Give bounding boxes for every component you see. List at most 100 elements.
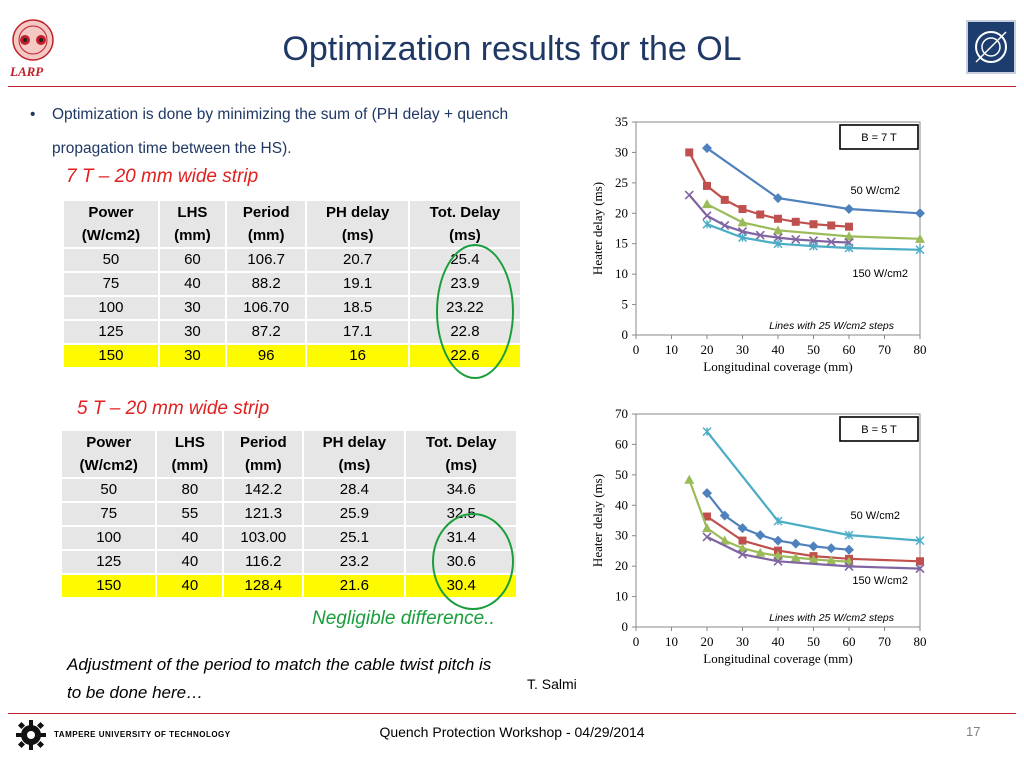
data-point	[773, 556, 783, 566]
chart-7t-svg: 0 5 10 15 20 25 30 35 0 10 20 30 40 50 60 70 80 Longitudi…	[590, 114, 927, 374]
data-point	[685, 148, 694, 157]
title-divider	[8, 86, 1016, 87]
data-point	[773, 516, 783, 526]
header-power: Power (W/cm2)	[59, 429, 158, 479]
cell: 80	[155, 477, 225, 503]
cell: 30	[157, 343, 227, 369]
data-point	[809, 220, 818, 229]
table-row: 50 80 142.2 28.4 34.6	[59, 477, 518, 503]
cell: 75	[59, 501, 158, 527]
cell: 50	[59, 477, 158, 503]
cell: 20.7	[305, 247, 410, 273]
data-point	[773, 535, 783, 546]
series-line	[706, 430, 921, 542]
university-name: TAMPERE UNIVERSITY OF TECHNOLOGY	[54, 730, 231, 739]
cell: 60	[157, 247, 227, 273]
data-point	[737, 523, 748, 534]
table-row: 125 40 116.2 23.2 30.6	[59, 549, 518, 575]
footer-divider	[8, 713, 1016, 714]
data-point	[703, 512, 711, 521]
cell: 106.70	[224, 295, 308, 321]
data-point	[738, 233, 747, 243]
series-line	[688, 479, 850, 563]
x-tick-label: 60	[843, 634, 856, 649]
data-point	[702, 427, 712, 437]
cell: 40	[155, 525, 225, 551]
y-tick-label: 10	[615, 589, 628, 604]
cell: 55	[155, 501, 225, 527]
data-point	[773, 550, 783, 560]
data-point	[737, 543, 748, 553]
annotation-bottom-power: 150 W/cm2	[852, 268, 908, 280]
adjustment-note: Adjustment of the period to match the ca…	[67, 655, 492, 702]
data-point	[791, 217, 800, 226]
cell: 150	[62, 343, 160, 369]
x-tick-label: 20	[701, 634, 714, 649]
cell: 50	[62, 247, 160, 273]
data-point	[702, 211, 712, 221]
cell: 121.3	[222, 501, 305, 527]
x-axis-label: Longitudinal coverage (mm)	[703, 359, 852, 374]
y-tick-label: 5	[622, 297, 629, 312]
bullet-point: • Optimization is done by minimizing the…	[30, 98, 512, 166]
results-table-5t: Power (W/cm2) LHS (mm) Period (mm) PH delay…	[59, 429, 518, 599]
data-point	[702, 532, 712, 542]
data-point	[915, 208, 925, 219]
x-tick-label: 50	[807, 342, 820, 357]
x-tick-label: 10	[665, 342, 678, 357]
header-period: Period (mm)	[222, 429, 305, 479]
y-tick-label: 0	[622, 327, 629, 342]
cell: 100	[62, 295, 160, 321]
cell: 34.6	[404, 477, 518, 503]
data-point	[773, 225, 783, 235]
footer-event: Quench Protection Workshop - 04/29/2014	[379, 724, 645, 740]
data-point	[737, 217, 748, 227]
cell: 28.4	[302, 477, 407, 503]
data-point	[844, 544, 854, 555]
data-point	[719, 535, 730, 545]
x-axis-label: Longitudinal coverage (mm)	[703, 651, 852, 666]
y-tick-label: 20	[615, 558, 628, 573]
cell: 125	[59, 549, 158, 575]
header-lhs: LHS (mm)	[157, 199, 227, 249]
tut-logo	[16, 720, 46, 750]
data-point	[737, 549, 748, 559]
y-tick-label: 50	[615, 467, 628, 482]
y-tick-label: 10	[615, 266, 628, 281]
header-power: Power (W/cm2)	[62, 199, 160, 249]
y-tick-label: 35	[615, 114, 628, 129]
data-point	[826, 543, 837, 554]
cell: 106.7	[224, 247, 308, 273]
series-line	[688, 194, 850, 244]
y-axis-label: Heater delay (ms)	[590, 474, 605, 567]
y-tick-label: 30	[615, 144, 628, 159]
chart-5t-svg: 0 10 20 30 40 50 60 70 0 10 20 30 40 50 60 70 80 Longitud…	[590, 406, 927, 666]
series-line	[706, 147, 921, 215]
field-annotation-box	[839, 124, 919, 150]
data-point	[773, 193, 783, 204]
cell: 88.2	[224, 271, 308, 297]
cell: 116.2	[222, 549, 305, 575]
cell: 142.2	[222, 477, 305, 503]
field-annotation-label: B = 7 T	[861, 132, 897, 144]
cell: 18.5	[305, 295, 410, 321]
table-header-row: Power (W/cm2) LHS (mm) Period (mm) PH delay…	[62, 199, 523, 249]
data-point	[738, 536, 747, 545]
annotation-top-power: 50 W/cm2	[850, 185, 900, 197]
x-tick-label: 30	[736, 342, 749, 357]
cell: 103.00	[222, 525, 305, 551]
data-point	[702, 199, 712, 209]
data-point	[702, 523, 712, 533]
x-tick-label: 60	[843, 342, 856, 357]
y-tick-label: 15	[615, 236, 628, 251]
section-heading-7t: 7 T – 20 mm wide strip	[66, 166, 259, 187]
cell: 30	[157, 295, 227, 321]
header-ph-delay: PH delay (ms)	[305, 199, 410, 249]
table-header-row: Power (W/cm2) LHS (mm) Period (mm) PH delay…	[59, 429, 518, 479]
series-line	[706, 223, 921, 251]
data-point	[702, 219, 712, 229]
y-tick-label: 60	[615, 436, 628, 451]
author: T. Salmi	[527, 676, 577, 692]
x-tick-label: 0	[633, 342, 640, 357]
bullet-text: Optimization is done by minimizing the s…	[52, 106, 509, 157]
